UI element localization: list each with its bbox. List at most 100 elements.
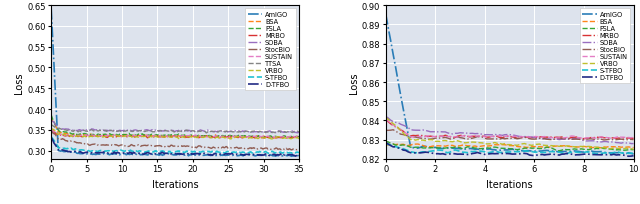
SUSTAIN xyxy=(531,136,538,138)
D-TFBO xyxy=(269,154,276,156)
BSA xyxy=(570,146,578,148)
SUSTAIN xyxy=(496,135,504,138)
Line: FSLA: FSLA xyxy=(51,115,299,138)
StocBiO xyxy=(382,130,390,132)
BSA xyxy=(446,144,454,147)
FSLA xyxy=(558,149,566,152)
SOBA xyxy=(295,131,303,134)
MRBO xyxy=(568,136,575,139)
SOBA xyxy=(163,130,171,133)
Line: VRBO: VRBO xyxy=(386,118,634,150)
D-TFBO xyxy=(568,153,575,156)
D-TFBO xyxy=(625,155,632,158)
S-TFBO xyxy=(382,143,390,145)
SOBA xyxy=(164,130,172,133)
SOBA xyxy=(147,130,154,132)
StocBiO xyxy=(558,137,566,140)
StocBiO xyxy=(147,144,154,147)
AmIGO xyxy=(556,151,563,153)
MRBO xyxy=(165,137,173,139)
Line: TTSA: TTSA xyxy=(51,125,299,133)
StocBiO xyxy=(173,146,181,148)
S-TFBO xyxy=(630,152,637,155)
FSLA xyxy=(286,137,294,139)
FSLA xyxy=(47,114,55,116)
AmIGO xyxy=(399,108,407,110)
VRBO xyxy=(269,137,277,139)
SUSTAIN xyxy=(47,128,55,131)
Line: SUSTAIN: SUSTAIN xyxy=(51,129,299,138)
S-TFBO xyxy=(496,152,504,154)
BSA xyxy=(414,143,422,145)
StocBiO xyxy=(630,139,637,141)
S-TFBO xyxy=(163,151,171,153)
StocBiO xyxy=(163,145,171,148)
SUSTAIN xyxy=(295,137,303,139)
AmIGO xyxy=(164,153,172,155)
MRBO xyxy=(630,137,637,140)
AmIGO xyxy=(269,155,276,157)
SOBA xyxy=(173,130,181,132)
Line: S-TFBO: S-TFBO xyxy=(386,144,634,154)
FSLA xyxy=(295,135,303,138)
Line: StocBiO: StocBiO xyxy=(51,130,299,150)
MRBO xyxy=(48,129,56,132)
SUSTAIN xyxy=(382,119,390,121)
Line: StocBiO: StocBiO xyxy=(386,130,634,140)
S-TFBO xyxy=(295,151,303,154)
S-TFBO xyxy=(164,151,172,154)
FSLA xyxy=(531,147,538,150)
D-TFBO xyxy=(147,153,154,155)
D-TFBO xyxy=(556,154,563,156)
VRBO xyxy=(382,116,390,119)
StocBiO xyxy=(164,145,172,148)
TTSA xyxy=(295,131,303,133)
AmIGO xyxy=(173,153,181,156)
SUSTAIN xyxy=(163,136,171,138)
MRBO xyxy=(269,137,277,140)
MRBO xyxy=(580,138,588,140)
BSA xyxy=(585,147,593,149)
MRBO xyxy=(174,136,182,139)
MRBO xyxy=(271,137,279,140)
D-TFBO xyxy=(444,153,452,156)
FSLA xyxy=(630,149,637,151)
VRBO xyxy=(556,145,563,148)
BSA xyxy=(399,143,407,146)
StocBiO xyxy=(600,139,608,142)
TTSA xyxy=(257,131,264,133)
S-TFBO xyxy=(399,148,407,150)
BSA xyxy=(533,146,541,148)
S-TFBO xyxy=(147,150,154,153)
StocBiO xyxy=(533,138,541,140)
VRBO xyxy=(531,144,538,146)
BSA xyxy=(147,135,154,137)
SOBA xyxy=(444,132,452,134)
VRBO xyxy=(257,136,264,139)
Line: AmIGO: AmIGO xyxy=(51,10,299,156)
FSLA xyxy=(147,134,154,137)
SUSTAIN xyxy=(399,130,407,133)
D-TFBO xyxy=(173,153,181,155)
VRBO xyxy=(173,136,181,139)
Legend: AmIGO, BSA, FSLA, MRBO, SOBA, StocBiO, SUSTAIN, VRBO, S-TFBO, D-TFBO: AmIGO, BSA, FSLA, MRBO, SOBA, StocBiO, S… xyxy=(580,9,630,83)
FSLA xyxy=(256,135,264,137)
D-TFBO xyxy=(292,155,300,157)
D-TFBO xyxy=(496,153,504,155)
AmIGO xyxy=(295,154,303,157)
X-axis label: Iterations: Iterations xyxy=(486,179,533,189)
StocBiO xyxy=(295,148,303,151)
D-TFBO xyxy=(531,155,538,157)
SOBA xyxy=(269,132,276,134)
SOBA xyxy=(382,116,390,118)
BSA xyxy=(47,116,55,119)
AmIGO xyxy=(568,150,575,153)
SUSTAIN xyxy=(568,135,575,137)
VRBO xyxy=(147,135,154,138)
Line: SOBA: SOBA xyxy=(51,121,299,133)
SUSTAIN xyxy=(257,136,264,138)
D-TFBO xyxy=(163,152,171,155)
S-TFBO xyxy=(568,151,575,154)
VRBO xyxy=(399,132,407,135)
D-TFBO xyxy=(295,154,303,156)
